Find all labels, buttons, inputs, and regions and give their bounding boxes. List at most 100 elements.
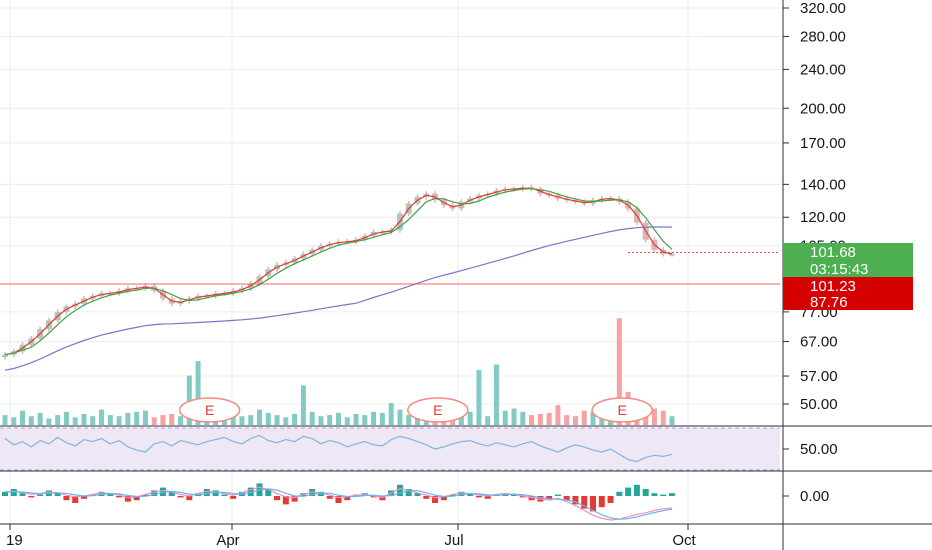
volume-bar [178, 416, 184, 425]
volume-bar [564, 415, 570, 425]
volume-bar [90, 416, 96, 425]
volume-bar [160, 415, 166, 425]
price-badge[interactable] [783, 293, 913, 310]
macd-signal-line [4, 488, 673, 520]
rsi-band [0, 428, 780, 470]
volume-bar [572, 416, 578, 425]
volume-bar [520, 411, 526, 425]
volume-bar [651, 408, 657, 425]
macd-histogram-bar [607, 496, 614, 503]
candle-body [133, 288, 140, 290]
volume-bar [46, 418, 52, 425]
macd-histogram-bar [432, 496, 439, 503]
volume-bar [397, 409, 403, 425]
volume-bar [537, 414, 543, 425]
rsi-axis-label: 50.00 [800, 441, 838, 458]
volume-bar [616, 318, 622, 425]
macd-histogram-bar [80, 496, 87, 499]
macd-histogram-bar [651, 493, 658, 496]
macd-histogram-bar [660, 494, 667, 496]
volume-bar [2, 415, 8, 425]
macd-histogram-bar [291, 496, 298, 502]
price-badge[interactable] [783, 277, 913, 294]
macd-histogram-bar [124, 496, 131, 502]
macd-histogram-bar [625, 487, 632, 496]
price-axis-label: 170.00 [800, 135, 846, 152]
earnings-marker[interactable] [407, 397, 469, 423]
volume-bar [362, 415, 368, 425]
macd-histogram-bar [317, 491, 324, 496]
macd-histogram-bar [475, 496, 482, 498]
price-badge-label: 101.68 [810, 244, 856, 261]
price-axis-label: 50.00 [800, 396, 838, 413]
rsi-line [4, 434, 673, 463]
macd-histogram-bar [449, 494, 456, 496]
macd-histogram-bar [230, 496, 237, 499]
volume-bar [239, 416, 245, 425]
moving-average-line [4, 187, 673, 356]
price-badge-label: 101.23 [810, 278, 856, 295]
price-badge[interactable] [783, 243, 913, 260]
macd-histogram-bar [563, 496, 570, 501]
macd-histogram-bar [519, 496, 526, 498]
volume-bar [28, 416, 34, 425]
volume-bar [344, 417, 350, 425]
volume-bar [669, 416, 675, 425]
volume-bar [134, 411, 140, 425]
volume-bar [63, 411, 69, 425]
price-axis-label: 280.00 [800, 28, 846, 45]
macd-histogram-bar [414, 493, 421, 496]
macd-histogram-bar [642, 489, 649, 496]
price-badge[interactable] [783, 260, 913, 277]
candle-body [669, 254, 675, 256]
volume-bar [336, 412, 341, 425]
volume-bar [581, 410, 587, 425]
earnings-marker[interactable] [591, 397, 653, 423]
volume-bar [406, 415, 412, 425]
macd-histogram-bar [669, 493, 675, 496]
macd-histogram-bar [274, 496, 281, 501]
volume-bar [309, 411, 315, 425]
volume-bar [11, 417, 17, 425]
macd-histogram-bar [265, 489, 272, 496]
volume-bar [99, 409, 105, 425]
price-axis-label: 200.00 [800, 100, 846, 117]
macd-histogram-bar [151, 490, 158, 496]
volume-bar [20, 410, 26, 425]
macd-histogram-bar [212, 490, 219, 496]
macd-histogram-bar [440, 496, 447, 501]
macd-histogram-bar [458, 491, 465, 496]
macd-histogram-bar [590, 496, 597, 512]
macd-histogram-bar [572, 496, 579, 505]
macd-histogram-bar [186, 496, 193, 501]
macd-histogram-bar [116, 496, 123, 498]
volume-bar [151, 417, 157, 425]
volume-bar [81, 414, 87, 425]
volume-bar [169, 414, 175, 425]
candle-body [379, 231, 386, 234]
macd-histogram-bar [282, 496, 289, 505]
volume-bar [529, 415, 535, 425]
macd-histogram-bar [63, 496, 70, 501]
price-badge-label: 87.76 [810, 294, 848, 311]
macd-histogram-bar [335, 496, 342, 503]
earnings-marker[interactable] [178, 397, 241, 423]
volume-bar [555, 405, 561, 425]
earnings-marker-label: E [433, 402, 442, 418]
volume-bar [485, 416, 491, 425]
earnings-marker-label: E [617, 402, 626, 418]
volume-bar [546, 412, 552, 425]
candle-body [107, 293, 114, 295]
volume-bar [388, 403, 394, 425]
macd-histogram-bar [10, 489, 17, 496]
volume-bar [248, 415, 254, 425]
macd-histogram-bar [581, 496, 588, 509]
macd-histogram-bar [177, 496, 184, 498]
volume-bar [72, 417, 78, 425]
time-axis-label: Apr [216, 532, 239, 549]
volume-bar [55, 415, 61, 425]
earnings-marker-label: E [205, 402, 214, 418]
volume-bar [230, 414, 236, 425]
price-axis-label: 240.00 [800, 61, 846, 78]
